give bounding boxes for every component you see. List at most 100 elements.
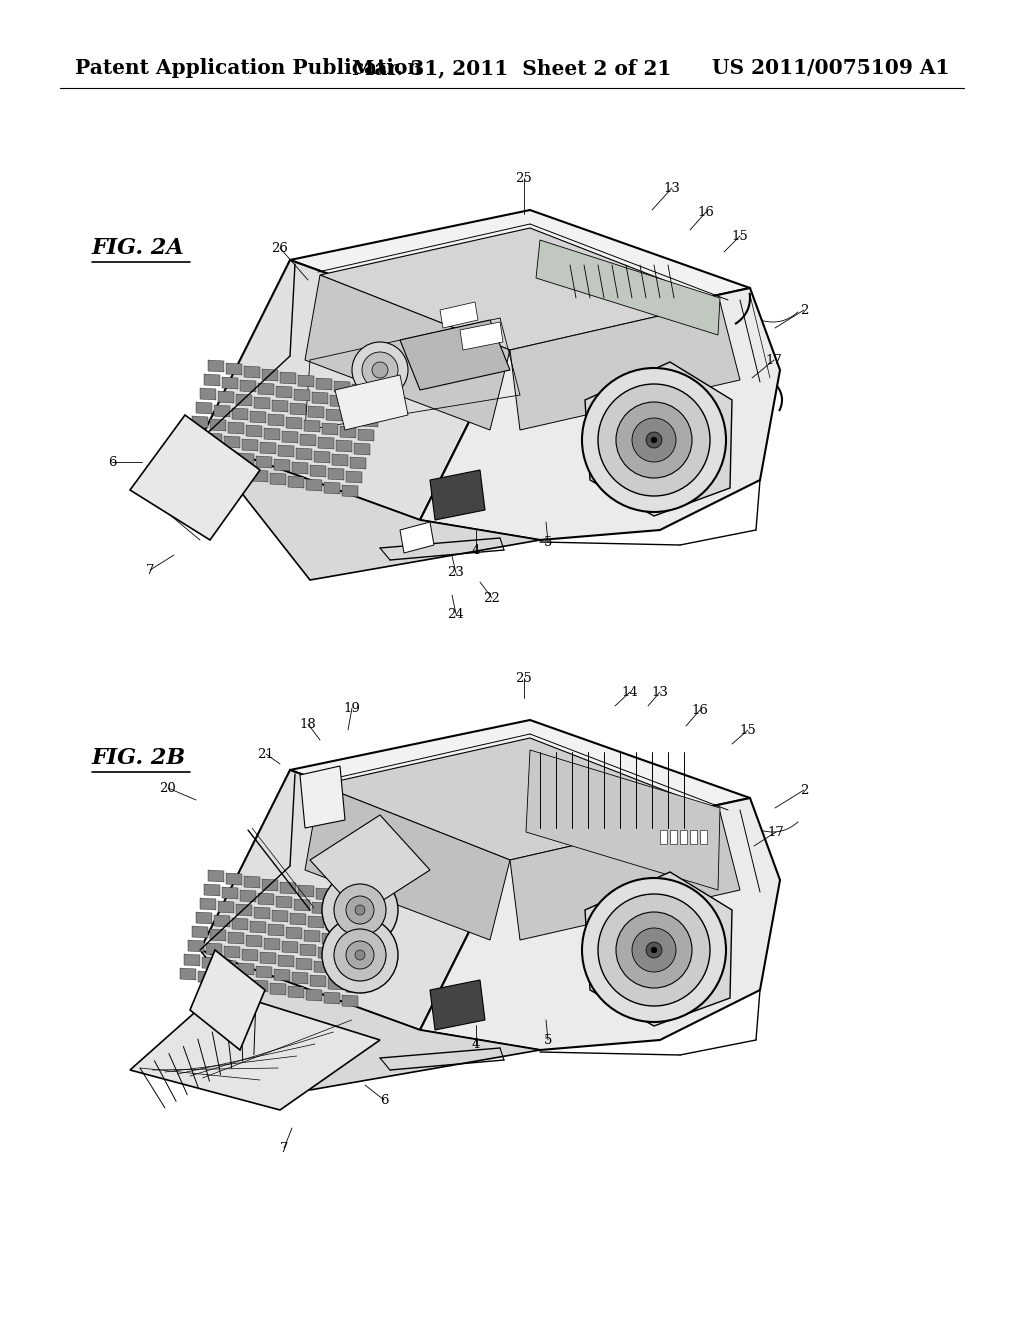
Polygon shape bbox=[290, 913, 306, 925]
Polygon shape bbox=[306, 479, 322, 491]
Polygon shape bbox=[254, 907, 270, 919]
Text: 2: 2 bbox=[800, 304, 808, 317]
Polygon shape bbox=[288, 986, 304, 998]
Circle shape bbox=[352, 342, 408, 399]
Polygon shape bbox=[130, 990, 380, 1110]
Text: Patent Application Publication: Patent Application Publication bbox=[75, 58, 422, 78]
Circle shape bbox=[632, 928, 676, 972]
Polygon shape bbox=[362, 414, 378, 426]
Polygon shape bbox=[324, 993, 340, 1005]
Polygon shape bbox=[430, 470, 485, 520]
Polygon shape bbox=[312, 392, 328, 404]
Polygon shape bbox=[370, 387, 386, 399]
Polygon shape bbox=[300, 944, 316, 956]
Polygon shape bbox=[282, 432, 298, 444]
Polygon shape bbox=[224, 436, 240, 447]
Polygon shape bbox=[318, 437, 334, 449]
Polygon shape bbox=[510, 812, 740, 940]
Polygon shape bbox=[198, 972, 214, 983]
Polygon shape bbox=[690, 830, 697, 843]
Polygon shape bbox=[234, 977, 250, 989]
Circle shape bbox=[362, 352, 398, 388]
Polygon shape bbox=[226, 873, 242, 884]
Polygon shape bbox=[286, 927, 302, 939]
Text: 18: 18 bbox=[300, 718, 316, 730]
Polygon shape bbox=[440, 302, 478, 327]
Polygon shape bbox=[358, 429, 374, 441]
Polygon shape bbox=[304, 931, 319, 942]
Polygon shape bbox=[282, 941, 298, 953]
Text: 15: 15 bbox=[739, 723, 757, 737]
Polygon shape bbox=[322, 422, 338, 436]
Circle shape bbox=[334, 884, 386, 936]
Polygon shape bbox=[193, 416, 208, 428]
Polygon shape bbox=[180, 968, 196, 979]
Polygon shape bbox=[220, 960, 236, 972]
Circle shape bbox=[355, 950, 365, 960]
Circle shape bbox=[322, 873, 398, 948]
Text: 26: 26 bbox=[271, 242, 289, 255]
Polygon shape bbox=[334, 381, 350, 393]
Polygon shape bbox=[316, 888, 332, 900]
Polygon shape bbox=[238, 964, 254, 975]
Polygon shape bbox=[200, 440, 540, 579]
Polygon shape bbox=[258, 894, 274, 906]
Polygon shape bbox=[310, 465, 326, 477]
Text: 7: 7 bbox=[280, 1142, 288, 1155]
Polygon shape bbox=[400, 521, 434, 553]
Text: 16: 16 bbox=[697, 206, 715, 219]
Text: 23: 23 bbox=[447, 566, 465, 579]
Circle shape bbox=[616, 403, 692, 478]
Polygon shape bbox=[216, 465, 232, 477]
Polygon shape bbox=[314, 961, 330, 973]
Text: 5: 5 bbox=[544, 1034, 552, 1047]
Polygon shape bbox=[236, 393, 252, 407]
Text: 4: 4 bbox=[472, 1039, 480, 1052]
Text: 25: 25 bbox=[516, 672, 532, 685]
Polygon shape bbox=[460, 322, 503, 350]
Polygon shape bbox=[210, 929, 226, 941]
Text: 17: 17 bbox=[766, 354, 782, 367]
Polygon shape bbox=[200, 898, 216, 909]
Polygon shape bbox=[300, 766, 345, 828]
Circle shape bbox=[355, 906, 365, 915]
Polygon shape bbox=[328, 469, 344, 480]
Polygon shape bbox=[288, 477, 304, 488]
Polygon shape bbox=[200, 260, 510, 520]
Polygon shape bbox=[316, 378, 332, 389]
Polygon shape bbox=[200, 770, 510, 1030]
Polygon shape bbox=[246, 425, 262, 437]
Text: 5: 5 bbox=[544, 536, 552, 549]
Polygon shape bbox=[228, 932, 244, 944]
Polygon shape bbox=[280, 372, 296, 384]
Polygon shape bbox=[204, 374, 220, 385]
Polygon shape bbox=[348, 399, 364, 411]
Polygon shape bbox=[250, 921, 266, 933]
Polygon shape bbox=[310, 814, 430, 915]
Polygon shape bbox=[216, 974, 232, 986]
Polygon shape bbox=[304, 420, 319, 432]
Polygon shape bbox=[310, 975, 326, 987]
Polygon shape bbox=[252, 470, 268, 482]
Polygon shape bbox=[254, 397, 270, 409]
Polygon shape bbox=[420, 288, 780, 540]
Polygon shape bbox=[256, 455, 272, 469]
Polygon shape bbox=[220, 450, 236, 462]
Polygon shape bbox=[348, 908, 364, 920]
Polygon shape bbox=[202, 447, 218, 459]
Polygon shape bbox=[262, 370, 278, 381]
Text: Mar. 31, 2011  Sheet 2 of 21: Mar. 31, 2011 Sheet 2 of 21 bbox=[352, 58, 672, 78]
Polygon shape bbox=[276, 896, 292, 908]
Polygon shape bbox=[272, 909, 288, 921]
Polygon shape bbox=[340, 936, 356, 948]
Circle shape bbox=[651, 946, 657, 953]
Polygon shape bbox=[319, 738, 720, 861]
Polygon shape bbox=[224, 946, 240, 958]
Polygon shape bbox=[226, 363, 242, 375]
Polygon shape bbox=[420, 799, 780, 1049]
Polygon shape bbox=[312, 902, 328, 913]
Polygon shape bbox=[342, 995, 358, 1007]
Polygon shape bbox=[206, 433, 222, 445]
Polygon shape bbox=[366, 401, 382, 413]
Polygon shape bbox=[258, 383, 274, 395]
